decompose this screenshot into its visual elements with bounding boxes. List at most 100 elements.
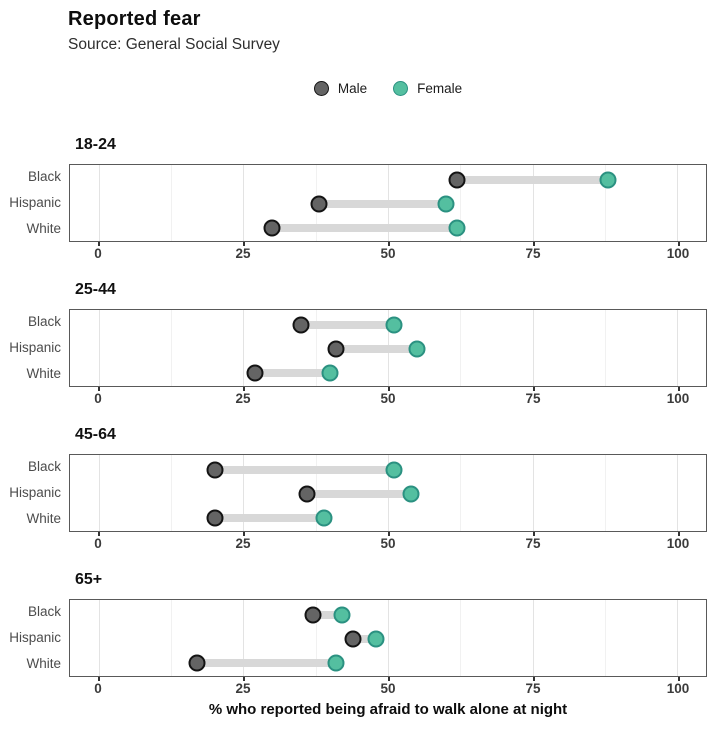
x-tick-mark	[243, 532, 245, 536]
major-gridline	[677, 165, 679, 241]
facet-title: 65+	[75, 571, 103, 588]
facet-title: 18-24	[75, 136, 116, 153]
x-tick-label: 25	[235, 681, 251, 696]
x-tick-mark	[388, 677, 390, 681]
major-gridline	[98, 455, 100, 531]
y-axis-label-white: White	[26, 221, 61, 236]
x-tick-mark	[243, 387, 245, 391]
major-gridline	[243, 165, 245, 241]
y-axis-label-hispanic: Hispanic	[9, 340, 61, 355]
major-gridline	[677, 310, 679, 386]
female-dot	[315, 509, 333, 527]
x-tick-mark	[533, 532, 535, 536]
x-tick-mark	[388, 242, 390, 246]
y-axis-label-white: White	[26, 656, 61, 671]
facet-45-64: 45-64 Black Hispanic White 0 25 50 75 100	[0, 425, 714, 556]
y-axis-labels: Black Hispanic White	[0, 309, 69, 387]
chart-header: Reported fear Source: General Social Sur…	[68, 6, 280, 55]
major-gridline	[532, 600, 534, 676]
male-dot	[327, 340, 345, 358]
x-axis: 0 25 50 75 100	[69, 387, 707, 411]
female-dot-icon	[393, 80, 409, 96]
male-dot	[344, 630, 362, 648]
dumbbell-connector	[353, 635, 377, 643]
minor-gridline	[171, 165, 173, 241]
dumbbell-connector	[335, 345, 417, 353]
facet-25-44: 25-44 Black Hispanic White 0 25 50 75 100	[0, 280, 714, 411]
x-tick-label: 0	[94, 246, 102, 261]
x-tick-label: 0	[94, 391, 102, 406]
facet-title: 25-44	[75, 281, 116, 298]
y-axis-label-black: Black	[27, 169, 61, 184]
y-axis-labels: Black Hispanic White	[0, 454, 69, 532]
facet-chart: Black Hispanic White	[0, 164, 714, 242]
minor-gridline	[604, 455, 606, 531]
minor-gridline	[315, 600, 317, 676]
x-tick-label: 100	[666, 391, 690, 406]
major-gridline	[98, 310, 100, 386]
legend-label-female: Female	[417, 80, 463, 96]
x-tick-mark	[533, 242, 535, 246]
plot-panel	[69, 454, 707, 532]
minor-gridline	[604, 310, 606, 386]
x-tick-mark	[678, 242, 680, 246]
facet-65+: 65+ Black Hispanic White 0 25 50 75 100	[0, 570, 714, 701]
minor-gridline	[460, 600, 462, 676]
female-dot	[367, 630, 385, 648]
x-tick-label: 100	[666, 246, 690, 261]
female-dot	[327, 654, 345, 672]
minor-gridline	[171, 455, 173, 531]
male-dot	[448, 171, 466, 189]
female-dot	[385, 316, 403, 334]
female-dot	[402, 485, 420, 503]
major-gridline	[243, 310, 245, 386]
dumbbell-connector	[301, 320, 394, 329]
chart-title: Reported fear	[68, 8, 201, 30]
dumbbell-connector	[214, 465, 394, 474]
x-axis: 0 25 50 75 100	[69, 242, 707, 266]
major-gridline	[677, 455, 679, 531]
female-dot	[599, 171, 617, 189]
legend: Male Female	[69, 78, 707, 98]
dumbbell-connector	[214, 514, 325, 523]
male-dot	[263, 219, 281, 237]
x-tick-label: 100	[666, 536, 690, 551]
male-dot	[310, 195, 328, 213]
dumbbell-connector	[255, 369, 331, 378]
x-tick-label: 75	[525, 681, 541, 696]
plot-panel	[69, 599, 707, 677]
dumbbell-connector	[272, 224, 458, 233]
x-tick-label: 100	[666, 681, 690, 696]
male-dot	[304, 606, 322, 624]
chart-subtitle: Source: General Social Survey	[68, 36, 280, 53]
plot-panel	[69, 309, 707, 387]
minor-gridline	[460, 165, 462, 241]
y-axis-labels: Black Hispanic White	[0, 164, 69, 242]
legend-label-male: Male	[337, 80, 368, 96]
x-tick-label: 75	[525, 536, 541, 551]
legend-item-female: Female	[393, 80, 463, 96]
x-tick-label: 75	[525, 391, 541, 406]
x-tick-mark	[388, 532, 390, 536]
y-axis-label-black: Black	[27, 604, 61, 619]
dumbbell-connector	[307, 490, 412, 498]
facet-chart: Black Hispanic White	[0, 599, 714, 677]
x-axis: 0 25 50 75 100	[69, 677, 707, 701]
major-gridline	[532, 165, 534, 241]
y-axis-labels: Black Hispanic White	[0, 599, 69, 677]
y-axis-label-hispanic: Hispanic	[9, 630, 61, 645]
female-dot	[448, 219, 466, 237]
x-tick-label: 25	[235, 246, 251, 261]
x-tick-label: 25	[235, 536, 251, 551]
female-dot	[321, 364, 339, 382]
facet-chart: Black Hispanic White	[0, 309, 714, 387]
major-gridline	[243, 455, 245, 531]
dumbbell-connector	[197, 659, 336, 668]
minor-gridline	[171, 600, 173, 676]
male-dot-icon	[313, 80, 329, 96]
x-tick-mark	[98, 677, 100, 681]
x-tick-label: 50	[380, 681, 396, 696]
y-axis-label-white: White	[26, 511, 61, 526]
facet-18-24: 18-24 Black Hispanic White 0 25 50 75 100	[0, 135, 714, 266]
major-gridline	[243, 600, 245, 676]
